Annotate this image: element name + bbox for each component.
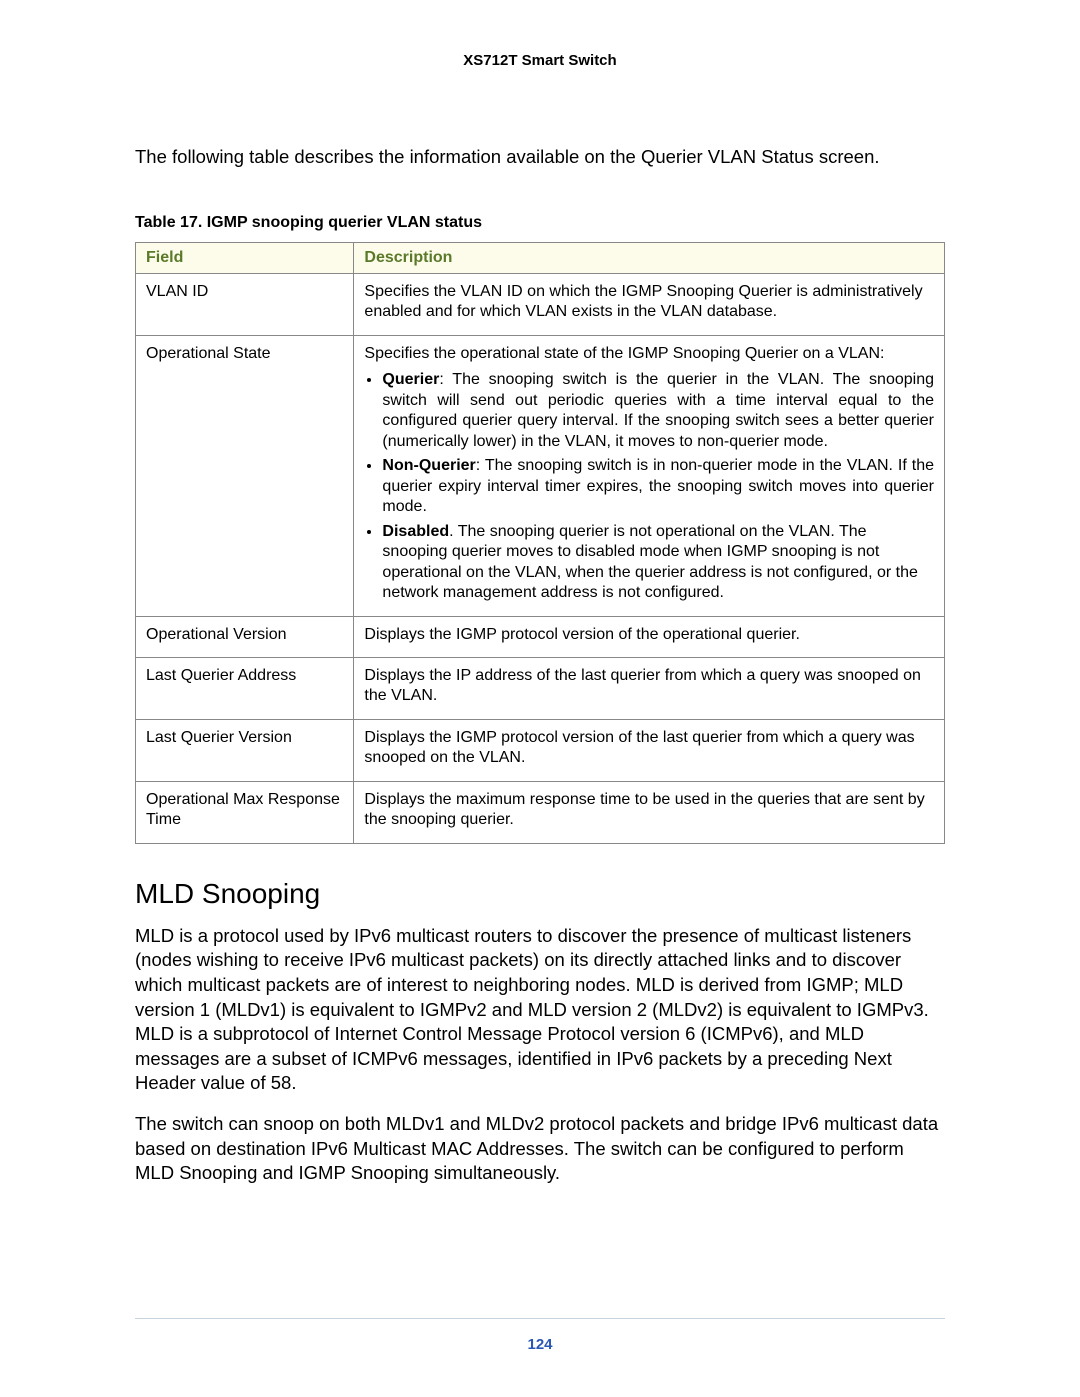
- cell-field: VLAN ID: [136, 273, 354, 335]
- list-item: Disabled. The snooping querier is not op…: [382, 522, 934, 604]
- table-row: VLAN ID Specifies the VLAN ID on which t…: [136, 273, 945, 335]
- col-header-field: Field: [136, 242, 354, 273]
- table-header-row: Field Description: [136, 242, 945, 273]
- table-row: Operational Version Displays the IGMP pr…: [136, 616, 945, 657]
- status-table: Field Description VLAN ID Specifies the …: [135, 242, 945, 844]
- cell-field: Last Querier Version: [136, 719, 354, 781]
- desc-lead: Specifies the operational state of the I…: [364, 345, 884, 362]
- document-page: XS712T Smart Switch The following table …: [0, 0, 1080, 1397]
- cell-field: Operational State: [136, 335, 354, 616]
- cell-field: Operational Version: [136, 616, 354, 657]
- intro-text: The following table describes the inform…: [135, 145, 945, 170]
- cell-desc: Displays the IGMP protocol version of th…: [354, 719, 945, 781]
- footer-divider: [135, 1318, 945, 1319]
- table-row: Operational State Specifies the operatio…: [136, 335, 945, 616]
- cell-desc: Displays the IGMP protocol version of th…: [354, 616, 945, 657]
- term: Querier: [382, 371, 439, 388]
- page-number: 124: [0, 1336, 1080, 1353]
- table-caption: Table 17. IGMP snooping querier VLAN sta…: [135, 214, 945, 232]
- cell-desc: Displays the maximum response time to be…: [354, 781, 945, 843]
- bullet-list: Querier: The snooping switch is the quer…: [364, 370, 934, 603]
- cell-desc: Specifies the operational state of the I…: [354, 335, 945, 616]
- cell-field: Operational Max Response Time: [136, 781, 354, 843]
- cell-desc: Specifies the VLAN ID on which the IGMP …: [354, 273, 945, 335]
- term-text: : The snooping switch is the querier in …: [382, 371, 934, 449]
- section-paragraph: The switch can snoop on both MLDv1 and M…: [135, 1112, 945, 1186]
- table-row: Last Querier Address Displays the IP add…: [136, 658, 945, 720]
- col-header-description: Description: [354, 242, 945, 273]
- cell-field: Last Querier Address: [136, 658, 354, 720]
- list-item: Non-Querier: The snooping switch is in n…: [382, 456, 934, 517]
- table-row: Last Querier Version Displays the IGMP p…: [136, 719, 945, 781]
- table-row: Operational Max Response Time Displays t…: [136, 781, 945, 843]
- term: Non-Querier: [382, 457, 475, 474]
- list-item: Querier: The snooping switch is the quer…: [382, 370, 934, 452]
- section-paragraph: MLD is a protocol used by IPv6 multicast…: [135, 924, 945, 1096]
- section-heading: MLD Snooping: [135, 878, 945, 910]
- term: Disabled: [382, 523, 449, 540]
- cell-desc: Displays the IP address of the last quer…: [354, 658, 945, 720]
- doc-header-title: XS712T Smart Switch: [135, 52, 945, 69]
- term-text: . The snooping querier is not operationa…: [382, 523, 917, 601]
